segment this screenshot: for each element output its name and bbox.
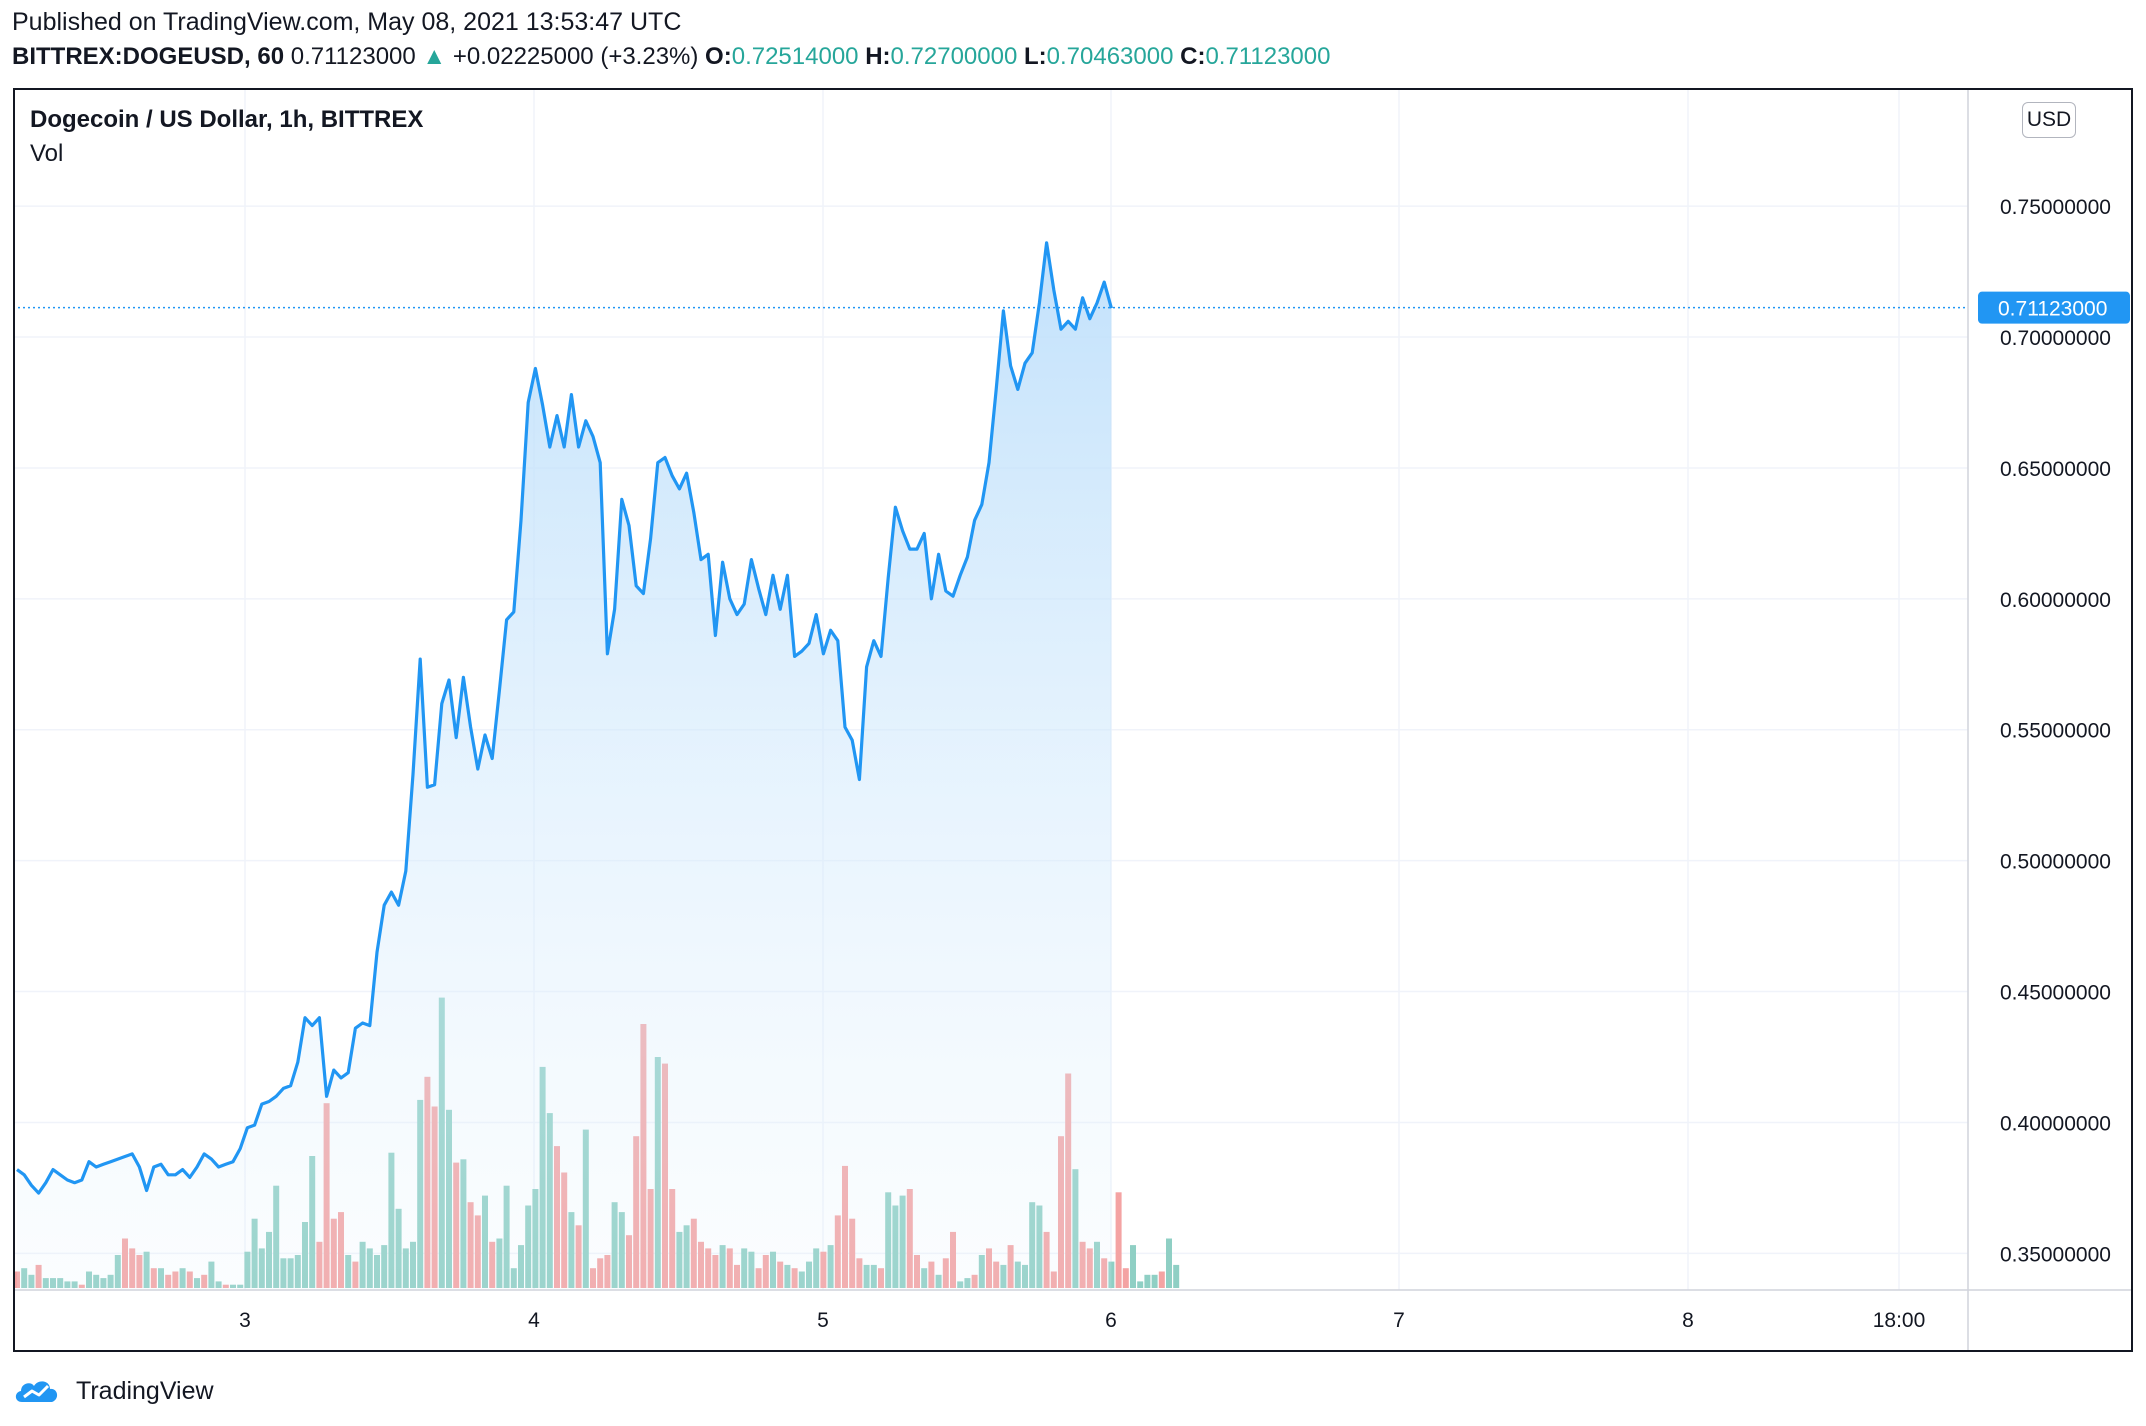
footer-brand[interactable]: TradingView: [12, 1374, 214, 1408]
y-tick-label: 0.55000000: [2000, 720, 2111, 743]
axes: 0.75000000 0.70000000 0.65000000 0.60000000…: [13, 88, 2133, 1352]
brand-label: TradingView: [76, 1376, 214, 1405]
volume-bar: [1130, 1245, 1136, 1288]
volume-bar: [1122, 1268, 1129, 1288]
open-label: O:: [705, 43, 732, 70]
up-arrow-icon: ▲: [422, 43, 447, 70]
volume-bar: [1173, 1264, 1180, 1288]
volume-legend[interactable]: Vol: [30, 140, 64, 167]
x-tick-label: 7: [1393, 1309, 1405, 1332]
tradingview-cloud-icon: [15, 1381, 58, 1402]
x-tick-label: 18:00: [1873, 1309, 1926, 1332]
last-price-value: 0.71123000: [290, 43, 416, 70]
symbol-bar: BITTREX:DOGEUSD, 60 0.71123000 ▲ +0.0222…: [12, 43, 1330, 71]
change-value: +0.02225000 (+3.23%): [452, 43, 699, 70]
low-value: 0.70463000: [1046, 43, 1174, 70]
high-label: H:: [865, 43, 891, 70]
price-chart[interactable]: 0.75000000 0.70000000 0.65000000 0.60000000…: [13, 88, 2133, 1352]
volume-bar: [1151, 1274, 1158, 1288]
area-fill: [17, 242, 1112, 1290]
chart-frame: [13, 88, 2133, 1352]
close-value: 0.71123000: [1205, 43, 1331, 70]
published-caption: Published on TradingView.com, May 08, 20…: [12, 8, 682, 36]
x-tick-label: 4: [528, 1309, 540, 1332]
y-tick-label: 0.40000000: [2000, 1112, 2111, 1135]
chart-title[interactable]: Dogecoin / US Dollar, 1h, BITTREX: [30, 106, 424, 133]
volume-bar: [1144, 1274, 1151, 1288]
volume-bar: [1115, 1192, 1122, 1288]
y-tick-label: 0.45000000: [2000, 982, 2111, 1005]
y-tick-label: 0.60000000: [2000, 589, 2111, 612]
x-tick-label: 5: [817, 1309, 829, 1332]
price-area: [16, 241, 1113, 1290]
y-tick-label: 0.75000000: [2000, 196, 2111, 219]
currency-button[interactable]: USD: [2022, 102, 2076, 138]
low-label: L:: [1023, 43, 1047, 70]
x-tick-label: 6: [1105, 1309, 1117, 1332]
high-value: 0.72700000: [890, 43, 1018, 70]
last-price-tag-label: 0.71123000: [1998, 298, 2107, 321]
y-tick-label: 0.70000000: [2000, 327, 2111, 350]
y-tick-label: 0.35000000: [2000, 1243, 2111, 1266]
volume-bar: [1166, 1238, 1172, 1288]
volume-bar: [1158, 1271, 1165, 1288]
y-tick-label: 0.50000000: [2000, 851, 2111, 874]
x-tick-label: 3: [239, 1309, 251, 1332]
last-price-tag: [1978, 291, 2130, 324]
x-tick-label: 8: [1682, 1309, 1694, 1332]
symbol-label[interactable]: BITTREX:DOGEUSD, 60: [12, 43, 285, 70]
close-label: C:: [1180, 43, 1206, 70]
y-tick-label: 0.65000000: [2000, 458, 2111, 481]
open-value: 0.72514000: [731, 43, 859, 70]
price-line: [16, 241, 1113, 1195]
volume-bar: [1137, 1281, 1144, 1288]
